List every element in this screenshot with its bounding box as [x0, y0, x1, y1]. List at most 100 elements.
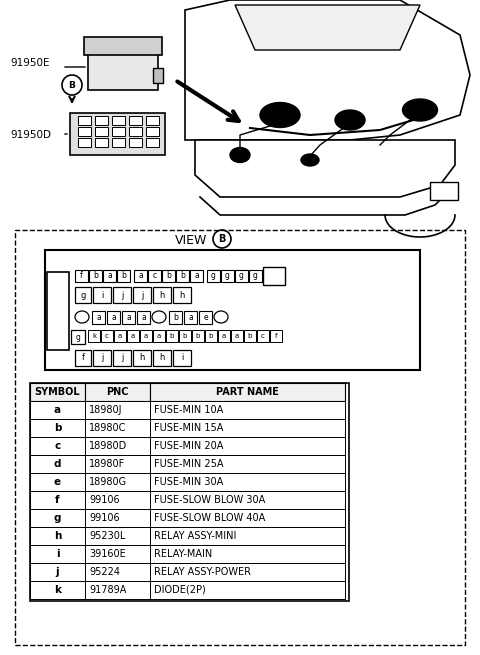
Ellipse shape — [403, 99, 437, 121]
Text: i: i — [56, 549, 60, 559]
Text: k: k — [54, 585, 61, 595]
Text: f: f — [275, 333, 277, 339]
Text: B: B — [69, 81, 75, 90]
Ellipse shape — [301, 154, 319, 166]
Bar — [127, 330, 139, 342]
Bar — [75, 350, 91, 366]
Bar — [78, 116, 91, 125]
Text: f: f — [80, 272, 83, 280]
Bar — [71, 330, 85, 344]
Bar — [75, 287, 91, 303]
Text: FUSE-SLOW BLOW 40A: FUSE-SLOW BLOW 40A — [154, 513, 265, 523]
Bar — [122, 311, 135, 324]
Text: RELAY ASSY-MINI: RELAY ASSY-MINI — [154, 531, 236, 541]
Text: b: b — [180, 272, 185, 280]
Text: a: a — [222, 333, 226, 339]
Text: a: a — [235, 333, 239, 339]
Text: B: B — [218, 234, 226, 244]
Text: j: j — [101, 354, 103, 362]
Polygon shape — [235, 5, 420, 50]
Text: a: a — [144, 333, 148, 339]
Bar — [113, 287, 131, 303]
Text: 18980D: 18980D — [89, 441, 127, 451]
Bar — [129, 127, 142, 136]
Bar — [166, 330, 178, 342]
Text: RELAY-MAIN: RELAY-MAIN — [154, 549, 212, 559]
Bar — [133, 350, 151, 366]
Polygon shape — [195, 140, 455, 197]
Text: c: c — [261, 333, 265, 339]
Text: g: g — [54, 513, 61, 523]
Text: h: h — [159, 291, 165, 299]
Bar — [137, 311, 150, 324]
Bar — [146, 138, 159, 147]
Bar — [150, 527, 345, 545]
Ellipse shape — [214, 311, 228, 323]
Bar — [207, 270, 220, 282]
Text: b: b — [170, 333, 174, 339]
Text: h: h — [139, 354, 144, 362]
Text: FUSE-MIN 10A: FUSE-MIN 10A — [154, 405, 223, 415]
Bar — [95, 127, 108, 136]
Text: h: h — [54, 531, 61, 541]
Bar — [85, 473, 150, 491]
Bar — [169, 311, 182, 324]
Text: FUSE-MIN 30A: FUSE-MIN 30A — [154, 477, 223, 487]
Text: a: a — [111, 312, 116, 322]
Bar — [85, 437, 150, 455]
Bar — [85, 419, 150, 437]
Bar — [85, 455, 150, 473]
Text: g: g — [225, 272, 230, 280]
Bar — [30, 527, 85, 545]
Text: k: k — [92, 333, 96, 339]
Bar — [153, 287, 171, 303]
Text: 91950D: 91950D — [10, 130, 51, 140]
Text: a: a — [131, 333, 135, 339]
Bar — [30, 545, 85, 563]
Bar — [85, 563, 150, 581]
Ellipse shape — [75, 311, 89, 323]
Bar — [30, 383, 349, 601]
Bar — [89, 270, 102, 282]
Text: d: d — [54, 459, 61, 469]
Ellipse shape — [335, 110, 365, 130]
Bar — [85, 581, 150, 599]
Text: 18980J: 18980J — [89, 405, 122, 415]
Bar — [192, 330, 204, 342]
Bar — [112, 138, 125, 147]
Bar — [150, 473, 345, 491]
Text: 95224: 95224 — [89, 567, 120, 577]
Bar — [95, 138, 108, 147]
Bar — [92, 311, 105, 324]
Text: FUSE-SLOW BLOW 30A: FUSE-SLOW BLOW 30A — [154, 495, 265, 505]
Bar — [263, 267, 285, 285]
Text: SYMBOL: SYMBOL — [35, 387, 80, 397]
Text: a: a — [107, 272, 112, 280]
Bar — [218, 330, 230, 342]
Text: FUSE-MIN 25A: FUSE-MIN 25A — [154, 459, 224, 469]
Text: b: b — [173, 312, 178, 322]
Bar — [150, 383, 345, 401]
Text: c: c — [105, 333, 109, 339]
Text: j: j — [121, 354, 123, 362]
Bar — [93, 287, 111, 303]
Bar — [162, 270, 175, 282]
Text: i: i — [181, 354, 183, 362]
Bar — [70, 113, 165, 155]
Bar — [30, 473, 85, 491]
Ellipse shape — [230, 147, 250, 162]
Bar — [176, 270, 189, 282]
Text: RELAY ASSY-POWER: RELAY ASSY-POWER — [154, 567, 251, 577]
Bar — [85, 401, 150, 419]
Bar — [244, 330, 256, 342]
Bar — [140, 330, 152, 342]
Text: 95230L: 95230L — [89, 531, 125, 541]
Bar — [150, 509, 345, 527]
Bar — [129, 116, 142, 125]
Bar — [133, 287, 151, 303]
Bar — [85, 491, 150, 509]
Text: b: b — [93, 272, 98, 280]
Bar — [184, 311, 197, 324]
Text: a: a — [54, 405, 61, 415]
Bar — [30, 563, 85, 581]
